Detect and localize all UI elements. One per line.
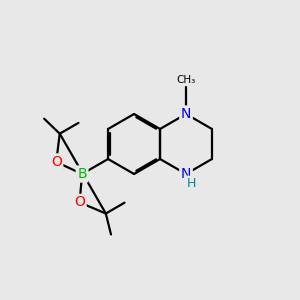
Text: H: H — [187, 177, 196, 190]
Text: B: B — [77, 167, 87, 181]
Text: O: O — [51, 155, 62, 169]
Text: CH₃: CH₃ — [176, 75, 196, 85]
Text: N: N — [181, 167, 191, 181]
Text: O: O — [74, 195, 85, 209]
Text: N: N — [181, 107, 191, 121]
